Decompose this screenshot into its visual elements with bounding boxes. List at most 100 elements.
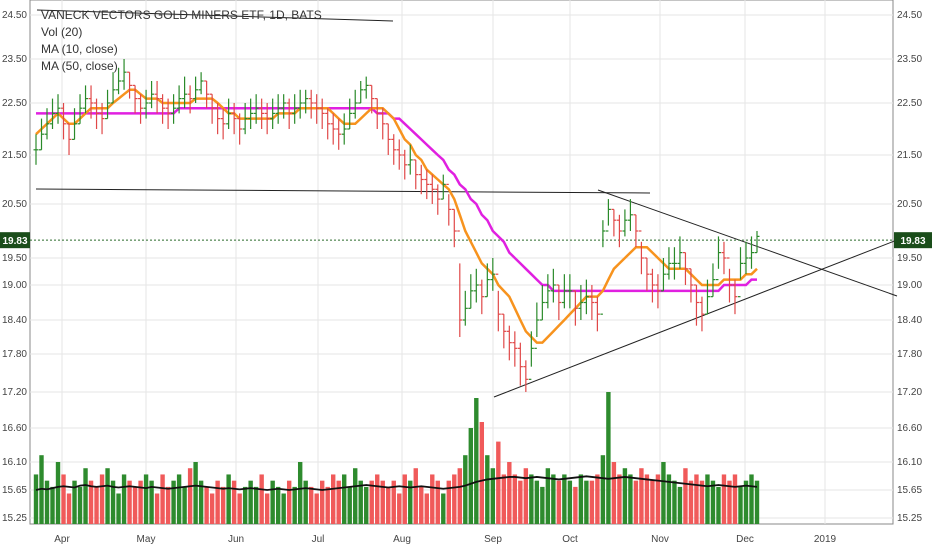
volume-bar — [286, 480, 292, 524]
volume-bar — [336, 480, 341, 524]
volume-bar — [308, 486, 314, 524]
volume-bar — [226, 474, 231, 524]
volume-bar — [468, 428, 474, 524]
volume-bar — [358, 480, 363, 524]
x-tick-label: Jun — [228, 534, 244, 545]
volume-bar — [165, 486, 171, 524]
volume-bar — [270, 480, 275, 524]
y-tick-label-left: 21.50 — [2, 150, 27, 161]
y-tick-label-left: 19.00 — [2, 280, 27, 291]
volume-bar — [353, 468, 358, 524]
x-tick-label: 2019 — [814, 534, 837, 545]
y-tick-label-left: 24.50 — [2, 10, 27, 21]
volume-bar — [501, 474, 507, 524]
ma50-line — [36, 106, 757, 293]
volume-bar — [138, 480, 143, 524]
volume-bar — [160, 474, 165, 524]
volume-bar — [534, 480, 540, 524]
volume-bar — [386, 486, 391, 524]
volume-bar — [754, 480, 760, 524]
legend-ma10: MA (10, close) — [41, 42, 118, 56]
volume-bar — [342, 474, 347, 524]
volume-bar — [639, 468, 644, 524]
volume-bar — [749, 474, 754, 524]
volume-bar — [540, 486, 545, 524]
volume-bar — [551, 474, 556, 524]
y-tick-label-right: 23.50 — [897, 54, 922, 65]
volume-bar — [281, 493, 286, 524]
volume-ma-line — [35, 475, 758, 491]
volume-bar — [573, 486, 578, 524]
volume-bar — [589, 480, 595, 524]
volume-bar — [347, 486, 352, 524]
volume-bar — [220, 486, 226, 524]
volume-bar — [595, 474, 600, 524]
x-tick-label: Dec — [736, 534, 754, 545]
volume-bar — [716, 486, 721, 524]
y-tick-label-left: 20.50 — [2, 199, 27, 210]
volume-bar — [683, 468, 688, 524]
volume-bar — [154, 493, 160, 524]
volume-bar — [391, 480, 396, 524]
volume-bar — [110, 480, 116, 524]
volume-bar — [628, 474, 633, 524]
volume-bar — [430, 474, 435, 524]
volume-bar — [215, 480, 220, 524]
volume-bar — [710, 480, 716, 524]
volume-bar — [705, 474, 710, 524]
volume-bar — [55, 462, 61, 524]
volume-bar — [661, 462, 666, 524]
y-tick-label-right: 17.80 — [897, 349, 922, 360]
x-tick-label: Apr — [54, 534, 70, 545]
volume-bar — [617, 474, 622, 524]
chart-title: VANECK VECTORS GOLD MINERS ETF, 1D, BATS — [41, 8, 322, 22]
volume-bar — [556, 480, 562, 524]
volume-bar — [694, 474, 699, 524]
volume-bar — [424, 493, 429, 524]
volume-bar — [562, 474, 567, 524]
volume-bar — [66, 493, 72, 524]
volume-bar — [264, 493, 270, 524]
volume-bar — [88, 480, 94, 524]
legend-vol: Vol (20) — [41, 25, 83, 39]
y-tick-label-right: 15.65 — [897, 485, 922, 496]
volume-bar — [738, 486, 743, 524]
volume-bar — [292, 486, 297, 524]
volume-bar — [99, 474, 105, 524]
volume-bar — [171, 480, 176, 524]
y-tick-label-right: 19.00 — [897, 280, 922, 291]
volume-bar — [611, 462, 617, 524]
price-badge-left-text: 19.83 — [2, 236, 27, 247]
volume-bar — [149, 480, 154, 524]
volume-bar — [743, 480, 749, 524]
volume-bar — [182, 486, 187, 524]
x-tick-label: May — [137, 534, 156, 545]
volume-bar — [408, 480, 413, 524]
y-tick-label-right: 16.10 — [897, 457, 922, 468]
volume-bar — [650, 480, 655, 524]
plot-area — [29, 0, 894, 525]
price-badge-right — [894, 232, 932, 249]
volume-bar — [512, 474, 518, 524]
volume-bar — [402, 474, 407, 524]
volume-bar — [176, 474, 182, 524]
volume-bar — [259, 474, 264, 524]
y-tick-label-right: 17.20 — [897, 387, 922, 398]
y-tick-label-left: 15.65 — [2, 485, 27, 496]
chart-legend: VANECK VECTORS GOLD MINERS ETF, 1D, BATS… — [41, 7, 322, 75]
volume-bar — [507, 462, 512, 524]
volume-bar — [529, 474, 534, 524]
volume-bar — [248, 480, 253, 524]
y-tick-label-right: 15.25 — [897, 513, 922, 524]
legend-ma50: MA (50, close) — [41, 59, 118, 73]
volume-bar — [380, 480, 385, 524]
volume-bar — [83, 468, 88, 524]
volume-bar — [518, 480, 523, 524]
volume-bar — [441, 493, 446, 524]
volume-bar — [237, 493, 242, 524]
volume-bar — [446, 480, 451, 524]
volume-bar — [331, 474, 336, 524]
volume-bar — [479, 422, 485, 524]
volume-bar — [319, 480, 325, 524]
